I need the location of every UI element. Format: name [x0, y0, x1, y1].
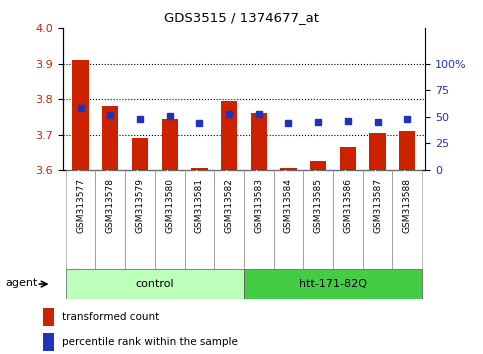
Text: GSM313578: GSM313578	[106, 178, 115, 233]
FancyBboxPatch shape	[244, 269, 422, 299]
Bar	[43, 333, 54, 352]
Bar	[102, 106, 118, 170]
Text: percentile rank within the sample: percentile rank within the sample	[62, 337, 238, 347]
Bar	[340, 147, 356, 170]
Text: GSM313585: GSM313585	[313, 178, 323, 233]
Bar	[310, 161, 327, 170]
Text: htt-171-82Q: htt-171-82Q	[299, 279, 367, 289]
Bar	[221, 101, 237, 170]
Bar	[369, 133, 386, 170]
Bar	[191, 168, 208, 170]
Text: GSM313579: GSM313579	[136, 178, 144, 233]
Text: agent: agent	[5, 278, 37, 287]
Bar	[251, 113, 267, 170]
Text: GDS3515 / 1374677_at: GDS3515 / 1374677_at	[164, 11, 319, 24]
Text: GSM313588: GSM313588	[403, 178, 412, 233]
Text: GSM313584: GSM313584	[284, 178, 293, 233]
Text: GSM313577: GSM313577	[76, 178, 85, 233]
Bar	[43, 308, 54, 326]
Text: GSM313580: GSM313580	[165, 178, 174, 233]
Bar	[280, 168, 297, 170]
Text: control: control	[136, 279, 174, 289]
Bar	[161, 119, 178, 170]
Bar	[399, 131, 415, 170]
Text: GSM313587: GSM313587	[373, 178, 382, 233]
Bar	[72, 60, 89, 170]
Text: transformed count: transformed count	[62, 312, 160, 322]
Text: GSM313586: GSM313586	[343, 178, 352, 233]
FancyBboxPatch shape	[66, 269, 244, 299]
Text: GSM313582: GSM313582	[225, 178, 234, 233]
Text: GSM313581: GSM313581	[195, 178, 204, 233]
Text: GSM313583: GSM313583	[254, 178, 263, 233]
Bar	[132, 138, 148, 170]
